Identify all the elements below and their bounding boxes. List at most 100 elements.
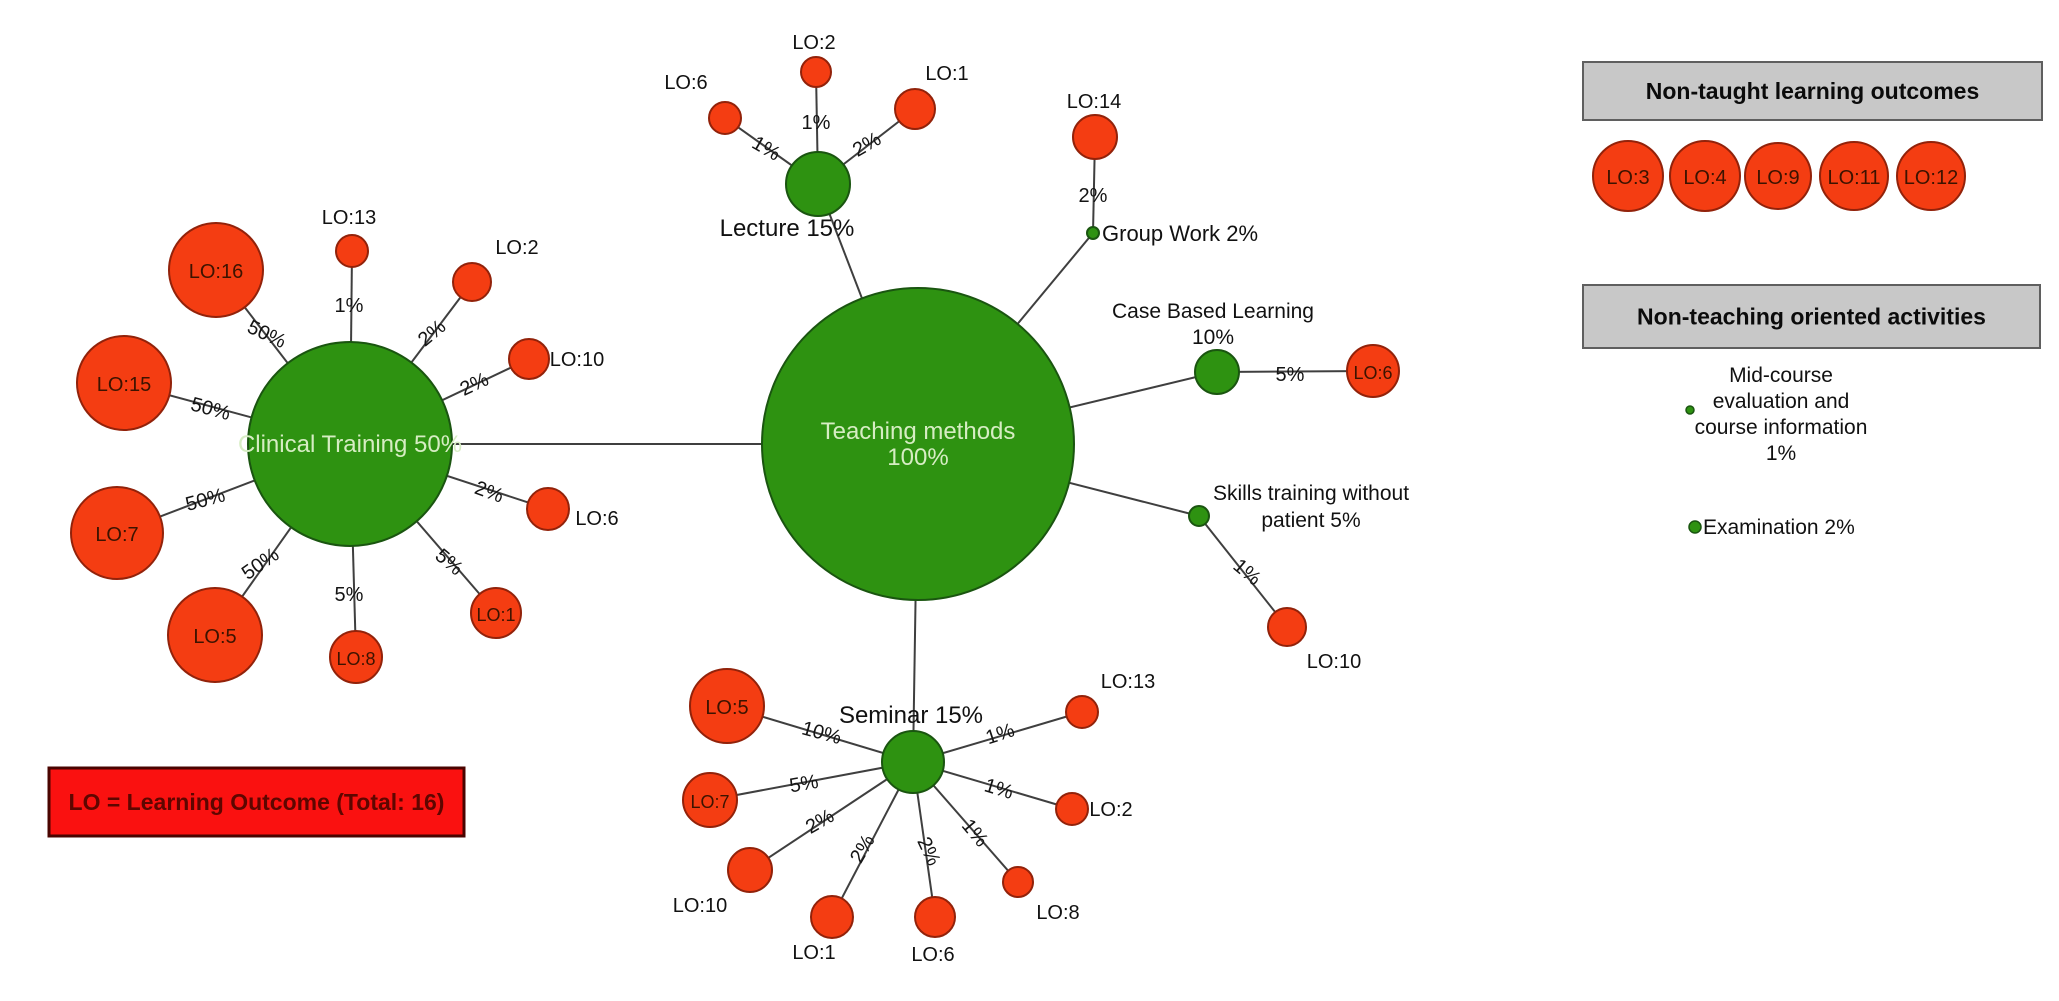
activity-label-examination: Examination 2%: [1703, 516, 1855, 539]
node-label-ct-lo6: LO:6: [575, 508, 618, 530]
node-label-teaching-methods: 100%: [887, 444, 948, 471]
node-circle-ct-lo1: [470, 587, 522, 639]
edge-percent-label: 5%: [431, 545, 467, 581]
node-circle-ct-lo5: [167, 587, 263, 683]
node-label-nt-lo11: LO:11: [1828, 167, 1881, 189]
node-label-sem-lo8: LO:8: [1036, 902, 1079, 924]
node-circle-sem-lo8: [1002, 866, 1034, 898]
node-label-cbl-lo6: LO:6: [1353, 363, 1392, 383]
node-label-group-work: Group Work 2%: [1102, 221, 1258, 246]
edge-percent-label: 2%: [414, 316, 450, 352]
edge-line-20: [1198, 515, 1288, 628]
node-circle-sem-lo13: [1065, 695, 1099, 729]
node-circle-sem-lo5: [689, 668, 765, 744]
node-circle-ct-lo7: [70, 486, 164, 580]
edge-percent-label: 5%: [335, 584, 364, 606]
node-circle-skills-training: [1188, 505, 1210, 527]
node-circle-lecture: [785, 151, 851, 217]
edge-percent-label: 1%: [983, 719, 1017, 749]
node-label-case-based-learning: 10%: [1192, 326, 1234, 349]
node-label-ct-lo8: LO:8: [336, 649, 375, 669]
node-label-sem-lo13: LO:13: [1101, 671, 1155, 693]
node-circle-ct-lo10: [508, 338, 550, 380]
legend-text: LO = Learning Outcome (Total: 16): [69, 789, 445, 815]
edge-percent-label: 1%: [802, 112, 831, 134]
node-label-ct-lo5: LO:5: [193, 626, 236, 648]
node-label-ct-lo1: LO:1: [476, 605, 515, 625]
node-label-teaching-methods: Teaching methods: [821, 418, 1016, 445]
edge-percent-label: 2%: [802, 805, 838, 839]
activity-label-mid-course-evaluation: Mid-course: [1729, 364, 1833, 387]
node-label-ct-lo13: LO:13: [322, 207, 376, 229]
node-label-sem-lo6: LO:6: [911, 944, 954, 966]
node-label-sem-lo2: LO:2: [1089, 799, 1132, 821]
activity-label-mid-course-evaluation: course information: [1695, 416, 1868, 439]
edge-percent-label: 2%: [912, 834, 944, 870]
edge-percent-label: 5%: [1276, 364, 1305, 386]
edge-percent-label: 50%: [188, 393, 233, 425]
edge-percent-label: 10%: [799, 717, 844, 749]
node-label-ct-lo15: LO:15: [97, 374, 151, 396]
panel-title-non-teaching: Non-teaching oriented activities: [1637, 304, 1986, 330]
panel-title-non-taught: Non-taught learning outcomes: [1646, 78, 1980, 104]
node-circle-case-based-learning: [1194, 349, 1240, 395]
node-circle-seminar: [881, 730, 945, 794]
node-label-sem-lo7: LO:7: [690, 792, 729, 812]
node-label-sem-lo10: LO:10: [673, 895, 727, 917]
node-label-case-based-learning: Case Based Learning: [1112, 300, 1314, 323]
node-circle-nt-lo4: [1669, 140, 1741, 212]
edge-percent-label: 1%: [982, 775, 1016, 805]
panel-box-non-teaching: [1582, 284, 2041, 349]
node-label-nt-lo3: LO:3: [1606, 167, 1649, 189]
activity-dot-examination: [1688, 520, 1702, 534]
node-circle-ct-lo16: [168, 222, 264, 318]
node-circle-sem-lo10: [727, 847, 773, 893]
node-label-lecture: Lecture 15%: [720, 215, 855, 242]
edge-percent-label: 50%: [238, 543, 284, 584]
activity-dot-mid-course-evaluation: [1685, 405, 1695, 415]
node-circle-group-work: [1086, 226, 1100, 240]
node-circle-lec-lo2: [800, 56, 832, 88]
node-circle-sem-lo7: [682, 772, 738, 828]
node-label-sem-lo1: LO:1: [792, 942, 835, 964]
node-label-sem-lo5: LO:5: [705, 697, 748, 719]
panel-box-non-taught: [1582, 61, 2043, 121]
node-label-ct-lo2: LO:2: [495, 237, 538, 259]
node-circle-sem-lo2: [1055, 792, 1089, 826]
node-label-skills-training: Skills training without: [1213, 482, 1409, 505]
edge-line-24: [749, 761, 914, 871]
node-circle-ct-lo2: [452, 262, 492, 302]
node-label-skills-training: patient 5%: [1261, 509, 1360, 532]
edge-percent-label: 50%: [183, 484, 228, 516]
node-circle-nt-lo9: [1744, 142, 1812, 210]
activity-label-mid-course-evaluation: 1%: [1766, 442, 1796, 465]
node-circle-ct-lo8: [329, 630, 383, 684]
node-circle-ct-lo6: [526, 487, 570, 531]
node-label-sk-lo10: LO:10: [1307, 651, 1361, 673]
node-circle-gw-lo14: [1072, 114, 1118, 160]
node-label-lec-lo6: LO:6: [664, 72, 707, 94]
node-label-lec-lo1: LO:1: [925, 63, 968, 85]
node-circle-lec-lo1: [894, 88, 936, 130]
node-circle-cbl-lo6: [1346, 344, 1400, 398]
node-circle-ct-lo13: [335, 234, 369, 268]
node-label-clinical-training: Clinical Training 50%: [238, 431, 462, 458]
edge-percent-label: 5%: [788, 771, 821, 798]
node-circle-teaching-methods: [761, 287, 1075, 601]
node-circle-ct-lo15: [76, 335, 172, 431]
node-label-lec-lo2: LO:2: [792, 32, 835, 54]
node-circle-lec-lo6: [708, 101, 742, 135]
node-label-ct-lo7: LO:7: [95, 524, 138, 546]
edge-percent-label: 2%: [457, 368, 493, 400]
node-label-nt-lo9: LO:9: [1756, 167, 1799, 189]
node-label-gw-lo14: LO:14: [1067, 91, 1121, 113]
edge-line-23: [709, 761, 914, 801]
activity-label-mid-course-evaluation: evaluation and: [1713, 390, 1850, 413]
node-label-seminar: Seminar 15%: [839, 702, 983, 729]
node-label-ct-lo16: LO:16: [189, 261, 243, 283]
node-circle-sem-lo1: [810, 895, 854, 939]
node-circle-sem-lo6: [914, 896, 956, 938]
node-label-nt-lo4: LO:4: [1683, 167, 1726, 189]
edge-percent-label: 1%: [335, 295, 364, 317]
